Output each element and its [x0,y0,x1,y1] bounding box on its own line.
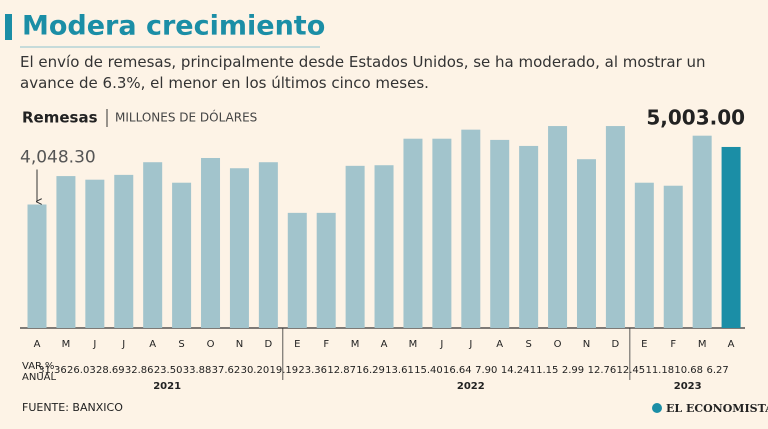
change-value: 31.36 [38,365,67,376]
bar [692,135,712,328]
change-value: 30.20 [241,365,270,376]
change-value: 12.76 [588,365,617,376]
x-tick-label: J [439,339,443,350]
x-tick-label: N [236,339,243,350]
bar [27,204,47,328]
bar [201,157,221,328]
change-value: 7.90 [475,365,497,376]
change-header: VAR.% [22,361,54,372]
bar [258,162,278,328]
bar [432,138,452,328]
x-tick-label: M [351,339,360,350]
change-value: 16.29 [356,365,385,376]
x-tick-label: E [294,339,300,350]
change-value: 23.36 [298,365,327,376]
change-value: 12.45 [617,365,646,376]
brand-icon [652,403,662,413]
chart-subtitle: El envío de remesas, principalmente desd… [20,53,706,92]
x-tick-label: A [728,339,735,350]
change-value: 14.24 [501,365,530,376]
value-label: 5,003.00 [646,105,745,129]
year-label: 2023 [674,381,702,392]
x-tick-label: F [323,339,329,350]
bar [56,176,76,328]
change-value: 16.64 [443,365,472,376]
x-tick-label: S [525,339,531,350]
x-tick-label: J [92,339,96,350]
bar [345,165,365,328]
change-value: 15.40 [414,365,443,376]
change-value: 32.86 [125,365,154,376]
title-marker [5,14,12,40]
x-tick-label: A [149,339,156,350]
change-value: 28.69 [96,365,125,376]
change-value: 10.68 [674,365,703,376]
bar [461,129,481,328]
x-tick-label: M [409,339,418,350]
change-value: 33.88 [183,365,212,376]
bar [634,182,654,328]
x-tick-label: O [207,339,215,350]
change-value: 2.99 [562,365,584,376]
x-tick-label: N [583,339,590,350]
bar [114,174,134,328]
x-tick-label: A [381,339,388,350]
bar [316,212,336,328]
bar [576,159,596,328]
chart-title: Modera crecimiento [22,11,325,42]
x-tick-label: A [496,339,503,350]
x-tick-label: O [554,339,562,350]
bar [605,126,625,329]
brand: EL ECONOMISTA [666,402,768,415]
bar [403,138,423,328]
series-name: Remesas [22,109,98,127]
x-tick-label: A [34,339,41,350]
change-value: 11.18 [645,365,674,376]
x-tick-label: M [698,339,707,350]
bar [721,146,741,328]
x-tick-label: D [612,339,620,350]
x-tick-label: E [641,339,647,350]
value-label: 4,048.30 [20,148,96,168]
x-tick-label: F [670,339,676,350]
bar [143,162,163,328]
x-tick-label: M [62,339,71,350]
bar [85,179,105,328]
year-label: 2021 [153,381,181,392]
x-tick-label: S [178,339,184,350]
change-value: 23.50 [154,365,183,376]
subtitle-box: El envío de remesas, principalmente desd… [20,53,706,92]
bar [172,182,192,328]
x-tick-label: J [121,339,125,350]
change-value: 26.03 [67,365,96,376]
change-value: 19.19 [269,365,298,376]
bar [374,165,394,328]
change-value: 13.61 [385,365,414,376]
bar [519,145,539,328]
bar [663,185,683,328]
change-value: 12.87 [327,365,356,376]
unit-label: MILLONES DE DÓLARES [115,110,257,125]
source: FUENTE: BANXICO [22,401,123,414]
change-value: 6.27 [706,365,728,376]
change-value: 11.15 [530,365,559,376]
bar [287,212,307,328]
bar [548,126,568,329]
year-label: 2022 [457,381,485,392]
bar [229,168,249,328]
bar [490,139,510,328]
x-tick-label: J [468,339,472,350]
change-value: 37.62 [212,365,241,376]
x-tick-label: D [265,339,273,350]
change-header: ANUAL [22,372,56,383]
